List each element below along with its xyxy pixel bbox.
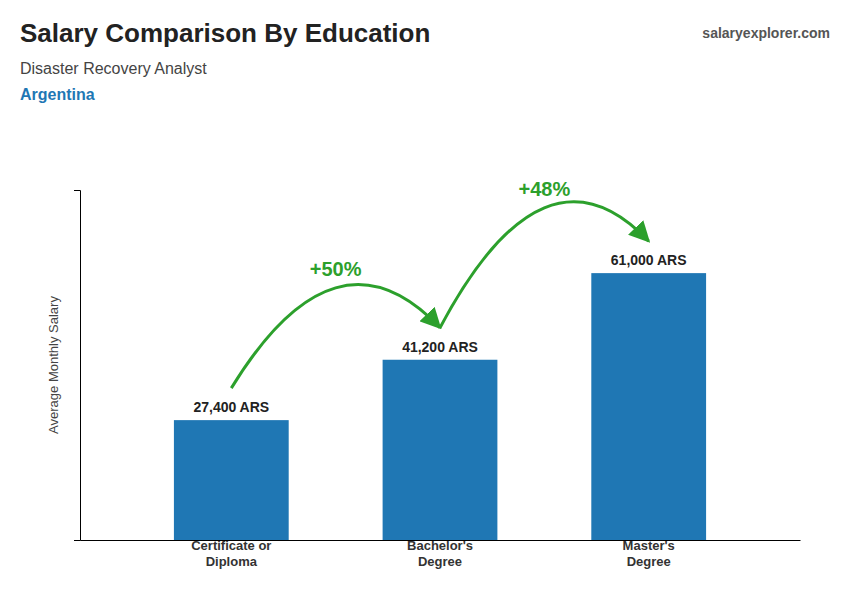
- change-label: +48%: [518, 178, 570, 200]
- data-labels: 27,400 ARS 41,200 ARS 61,000 ARS: [193, 252, 686, 415]
- title: Salary Comparison By Education: [20, 18, 430, 48]
- x-tick-label: Bachelor'sDegree: [407, 538, 473, 569]
- data-label: 61,000 ARS: [611, 252, 687, 268]
- change-arrows: +50% +48%: [231, 178, 648, 388]
- annotation: salaryexplorer.com: [702, 25, 830, 41]
- x-tick: Certificate orDiploma: [191, 538, 271, 569]
- annotation: Argentina: [20, 86, 95, 103]
- x-tick-label: Certificate orDiploma: [191, 538, 271, 569]
- data-label: 27,400 ARS: [193, 399, 269, 415]
- bar: [174, 420, 289, 540]
- change-arrow: [231, 285, 440, 389]
- y-axis-line: [74, 191, 81, 541]
- data-label: 41,200 ARS: [402, 339, 478, 355]
- chart-root: Salary Comparison By Education Disaster R…: [0, 0, 850, 606]
- change-label: +50%: [310, 258, 362, 280]
- change-arrow: [440, 202, 649, 328]
- y-axis-label: Average Monthly Salary: [46, 296, 61, 434]
- x-tick-label: Master'sDegree: [623, 538, 675, 569]
- x-tick: Bachelor'sDegree: [407, 538, 473, 569]
- bars: [174, 273, 706, 540]
- bar: [591, 273, 706, 540]
- subtitle: Disaster Recovery Analyst: [20, 60, 207, 77]
- bar: [383, 360, 498, 540]
- x-axis: Certificate orDiploma Bachelor'sDegree Mas…: [81, 538, 801, 569]
- x-tick: Master'sDegree: [623, 538, 675, 569]
- y-axis: [74, 191, 81, 541]
